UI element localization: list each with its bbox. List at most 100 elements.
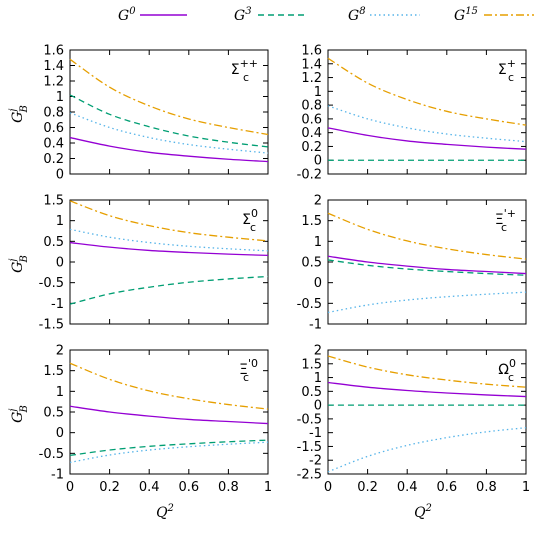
- y-tick-label: 0: [56, 426, 64, 441]
- x-tick-label: 1: [264, 480, 272, 495]
- y-tick-label: -1: [309, 318, 322, 333]
- y-tick-label: 1: [314, 85, 322, 100]
- y-tick-label: 1.5: [43, 194, 64, 209]
- y-tick-label: 0.2: [301, 140, 322, 155]
- series-line: [69, 441, 269, 464]
- series-line: [69, 58, 269, 136]
- series-line: [69, 405, 269, 425]
- panel-label: Ω0 c: [498, 357, 516, 384]
- plot-frame: [69, 199, 269, 325]
- y-tick-label: -0.5: [297, 412, 322, 427]
- y-tick-label: -1: [309, 426, 322, 441]
- x-tick-label: 0: [324, 480, 332, 495]
- x-tick-label: 0.2: [99, 480, 120, 495]
- chart-panel: -0.200.20.40.60.811.21.41.6 Σ+ c: [297, 44, 527, 183]
- series-line: [327, 427, 527, 473]
- legend-label: G8: [348, 6, 366, 24]
- y-axis-label: GjB: [8, 105, 30, 123]
- y-tick-label: 0.5: [301, 256, 322, 271]
- x-tick-label: 0.4: [139, 480, 160, 495]
- y-tick-label: 0: [314, 276, 322, 291]
- series-line: [327, 355, 527, 388]
- panel-label: Ξ'+ c: [495, 207, 516, 234]
- y-tick-label: -1: [51, 297, 64, 312]
- legend-entry: G0: [118, 6, 187, 24]
- series-line: [69, 136, 269, 163]
- legend-label: G15: [454, 6, 478, 24]
- legend-entry: G15: [454, 6, 534, 24]
- y-tick-label: 1.2: [43, 75, 64, 90]
- y-tick-label: 1.5: [43, 364, 64, 379]
- plot-frame: [327, 49, 527, 175]
- y-tick-label: 0.8: [301, 99, 322, 114]
- series-line: [69, 200, 269, 242]
- series-line: [327, 57, 527, 126]
- y-tick-label: 0.5: [43, 406, 64, 421]
- panel-label: Σ+ c: [498, 57, 516, 84]
- y-tick-label: 2: [314, 344, 322, 359]
- series-line: [69, 241, 269, 257]
- y-axis-label: GjB: [8, 255, 30, 273]
- legend-label: G0: [118, 6, 136, 24]
- y-tick-label: 2: [56, 344, 64, 359]
- y-tick-label: -1: [51, 468, 64, 483]
- y-tick-label: -0.2: [297, 168, 322, 183]
- chart-panel: -1.5 -1 -0.5 0 0.5 1 1.5 Σ0 c GjB: [8, 194, 269, 333]
- panel-label: Σ++ c: [231, 57, 258, 84]
- series-line: [69, 94, 269, 148]
- y-tick-label: 0: [56, 256, 64, 271]
- y-tick-label: 0.5: [43, 235, 64, 250]
- chart-panel: -1 -0.5 0 0.5 1 1.5 2 0 0.2 0.4 0.6 0.8 1 Ξ'0 c GjB Q2: [8, 344, 272, 522]
- y-tick-label: 0.4: [43, 137, 64, 152]
- series-line: [327, 127, 527, 150]
- series-line: [327, 255, 527, 275]
- series-line: [69, 362, 269, 410]
- x-tick-label: 0.8: [476, 480, 497, 495]
- y-tick-label: 1.4: [43, 59, 64, 74]
- series-line: [327, 212, 527, 260]
- y-tick-label: 1.6: [43, 44, 64, 59]
- y-tick-label: -1.5: [297, 440, 322, 455]
- x-tick-label: 0.8: [218, 480, 239, 495]
- x-axis-label: Q2: [414, 503, 432, 521]
- x-tick-label: 0.2: [357, 480, 378, 495]
- series-line: [327, 259, 527, 276]
- series-line: [69, 228, 269, 252]
- y-tick-label: 1: [56, 90, 64, 105]
- y-tick-label: 1.6: [301, 44, 322, 59]
- y-tick-label: 1: [314, 235, 322, 250]
- y-tick-label: 0.6: [43, 121, 64, 136]
- x-axis-label: Q2: [156, 503, 174, 521]
- series-line: [327, 381, 527, 398]
- x-tick-label: 1: [522, 480, 530, 495]
- legend-entry: G8: [348, 6, 420, 24]
- series-line: [69, 112, 269, 154]
- plot-frame: [327, 349, 527, 475]
- y-tick-label: 1: [56, 214, 64, 229]
- y-tick-label: 0.8: [43, 106, 64, 121]
- series-line: [69, 275, 269, 305]
- series-line: [327, 291, 527, 314]
- series-line: [69, 439, 269, 457]
- series-line: [327, 105, 527, 143]
- y-tick-label: 1.5: [301, 357, 322, 372]
- y-tick-label: -0.5: [39, 447, 64, 462]
- y-tick-label: 1.4: [301, 57, 322, 72]
- chart-panel: 00.20.40.60.811.21.41.6 Σ++ c GjB: [8, 44, 269, 183]
- y-tick-label: 0.5: [301, 385, 322, 400]
- y-tick-label: -2: [309, 454, 322, 469]
- y-tick-label: 0.6: [301, 112, 322, 127]
- y-tick-label: 1.5: [301, 214, 322, 229]
- y-tick-label: -0.5: [39, 276, 64, 291]
- y-tick-label: -2.5: [297, 468, 322, 483]
- x-tick-label: 0: [66, 480, 74, 495]
- y-tick-label: 0: [56, 168, 64, 183]
- y-tick-label: 0: [314, 154, 322, 169]
- x-tick-label: 0.6: [436, 480, 457, 495]
- y-tick-label: 0: [314, 399, 322, 414]
- panel-label: Σ0 c: [242, 207, 258, 234]
- y-tick-label: 0.2: [43, 152, 64, 167]
- panel-label: Ξ'0 c: [239, 357, 258, 384]
- y-axis-label: GjB: [8, 405, 30, 423]
